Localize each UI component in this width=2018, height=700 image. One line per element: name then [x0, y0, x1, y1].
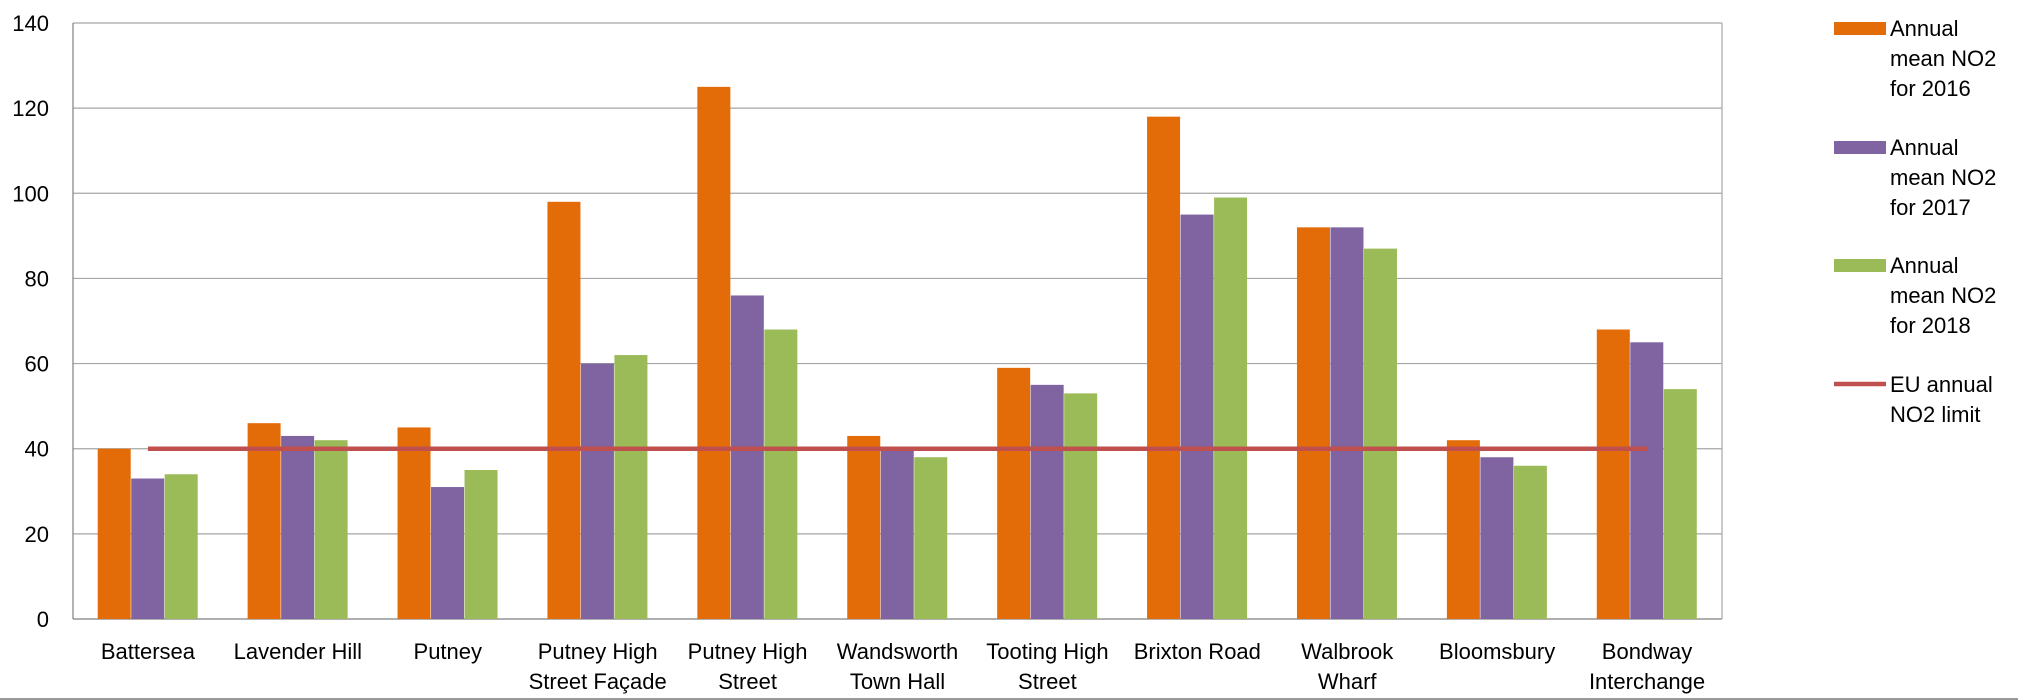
x-category-label: Bloomsbury	[1439, 639, 1555, 664]
bar	[1180, 214, 1214, 620]
bar	[1147, 116, 1181, 620]
x-category-label: Lavender Hill	[234, 639, 362, 664]
bar	[914, 457, 948, 619]
y-tick-label: 0	[37, 607, 49, 632]
legend-label-line: mean NO2	[1890, 165, 1996, 190]
legend-swatch	[1834, 141, 1886, 154]
bar	[1330, 227, 1364, 620]
legend-label-line: mean NO2	[1890, 283, 1996, 308]
legend-label-line: EU annual	[1890, 372, 1993, 397]
legend-label-line: NO2 limit	[1890, 402, 1980, 427]
bar	[1596, 329, 1630, 619]
x-category-label-line: Town Hall	[850, 669, 945, 694]
y-tick-label: 60	[25, 352, 49, 377]
bar	[547, 201, 581, 620]
bar	[314, 440, 348, 619]
x-category-label-line: Wharf	[1318, 669, 1378, 694]
legend-label: EU annual NO2 limit	[1890, 372, 1993, 427]
x-category-label-line: Bloomsbury	[1439, 639, 1555, 664]
legend-label-line: Annual	[1890, 135, 1959, 160]
x-category-label-line: Bondway	[1602, 639, 1693, 664]
bar	[1513, 465, 1547, 619]
x-category-label-line: Wandsworth	[837, 639, 958, 664]
bar	[880, 448, 914, 619]
bars	[97, 86, 1697, 620]
y-tick-label: 120	[12, 96, 49, 121]
y-tick-label: 40	[25, 437, 49, 462]
bar	[1480, 457, 1514, 619]
y-tick-label: 20	[25, 522, 49, 547]
legend: Annual mean NO2 for 2016 Annual mean NO2 for …	[1834, 16, 1996, 427]
x-category-label-line: Putney High	[538, 639, 658, 664]
x-category-label: Tooting High Street	[986, 639, 1108, 694]
bar	[730, 295, 764, 619]
bar	[1446, 440, 1480, 619]
y-tick-label: 140	[12, 11, 49, 36]
bar	[614, 355, 648, 619]
bar	[847, 435, 881, 619]
bar	[464, 470, 498, 619]
bar	[697, 86, 731, 620]
x-category-label-line: Putney	[414, 639, 483, 664]
legend-swatch	[1834, 259, 1886, 272]
x-category-label-line: Battersea	[101, 639, 196, 664]
bar	[1663, 389, 1697, 619]
x-category-label: Walbrook Wharf	[1301, 639, 1394, 694]
x-category-label-line: Lavender Hill	[234, 639, 362, 664]
legend-label: Annual mean NO2 for 2017	[1890, 135, 1996, 220]
y-tick-label: 80	[25, 266, 49, 291]
x-category-label: Putney High Street Façade	[529, 639, 667, 694]
legend-swatch	[1834, 22, 1886, 35]
x-category-label-line: Street	[1018, 669, 1077, 694]
bar	[1214, 197, 1248, 620]
legend-label-line: Annual	[1890, 253, 1959, 278]
legend-label-line: for 2018	[1890, 313, 1971, 338]
x-category-label: Bondway Interchange	[1589, 639, 1705, 694]
x-axis-category-labels: Battersea Lavender Hill Putney Putney High S…	[101, 639, 1705, 694]
bar	[164, 474, 198, 619]
x-category-label: Wandsworth Town Hall	[837, 639, 958, 694]
bar	[431, 487, 465, 619]
bar	[131, 478, 165, 619]
bar	[97, 448, 131, 619]
bar	[247, 423, 281, 619]
legend-label-line: mean NO2	[1890, 46, 1996, 71]
bar	[997, 367, 1031, 619]
legend-label-line: Annual	[1890, 16, 1959, 41]
legend-label: Annual mean NO2 for 2018	[1890, 253, 1996, 338]
x-category-label-line: Street Façade	[529, 669, 667, 694]
bar	[1363, 248, 1397, 619]
x-category-label-line: Tooting High	[986, 639, 1108, 664]
legend-label: Annual mean NO2 for 2016	[1890, 16, 1996, 101]
bar	[580, 363, 614, 619]
bar	[1630, 342, 1664, 619]
legend-label-line: for 2016	[1890, 76, 1971, 101]
x-category-label-line: Brixton Road	[1134, 639, 1261, 664]
bottom-border	[0, 698, 2018, 700]
bar	[281, 435, 315, 619]
bar	[1296, 227, 1330, 620]
x-category-label: Putney	[414, 639, 483, 664]
x-category-label-line: Interchange	[1589, 669, 1705, 694]
bar	[1030, 384, 1064, 619]
bar	[1064, 393, 1098, 619]
bar	[397, 427, 431, 619]
legend-label-line: for 2017	[1890, 195, 1971, 220]
x-category-label: Putney High Street	[688, 639, 808, 694]
x-category-label-line: Walbrook	[1301, 639, 1394, 664]
y-axis-tick-labels: 0 20 40 60 80 100 120 140	[12, 11, 49, 632]
x-category-label-line: Putney High	[688, 639, 808, 664]
y-tick-label: 100	[12, 181, 49, 206]
x-category-label: Brixton Road	[1134, 639, 1261, 664]
bar	[764, 329, 798, 619]
x-category-label-line: Street	[718, 669, 777, 694]
x-category-label: Battersea	[101, 639, 196, 664]
